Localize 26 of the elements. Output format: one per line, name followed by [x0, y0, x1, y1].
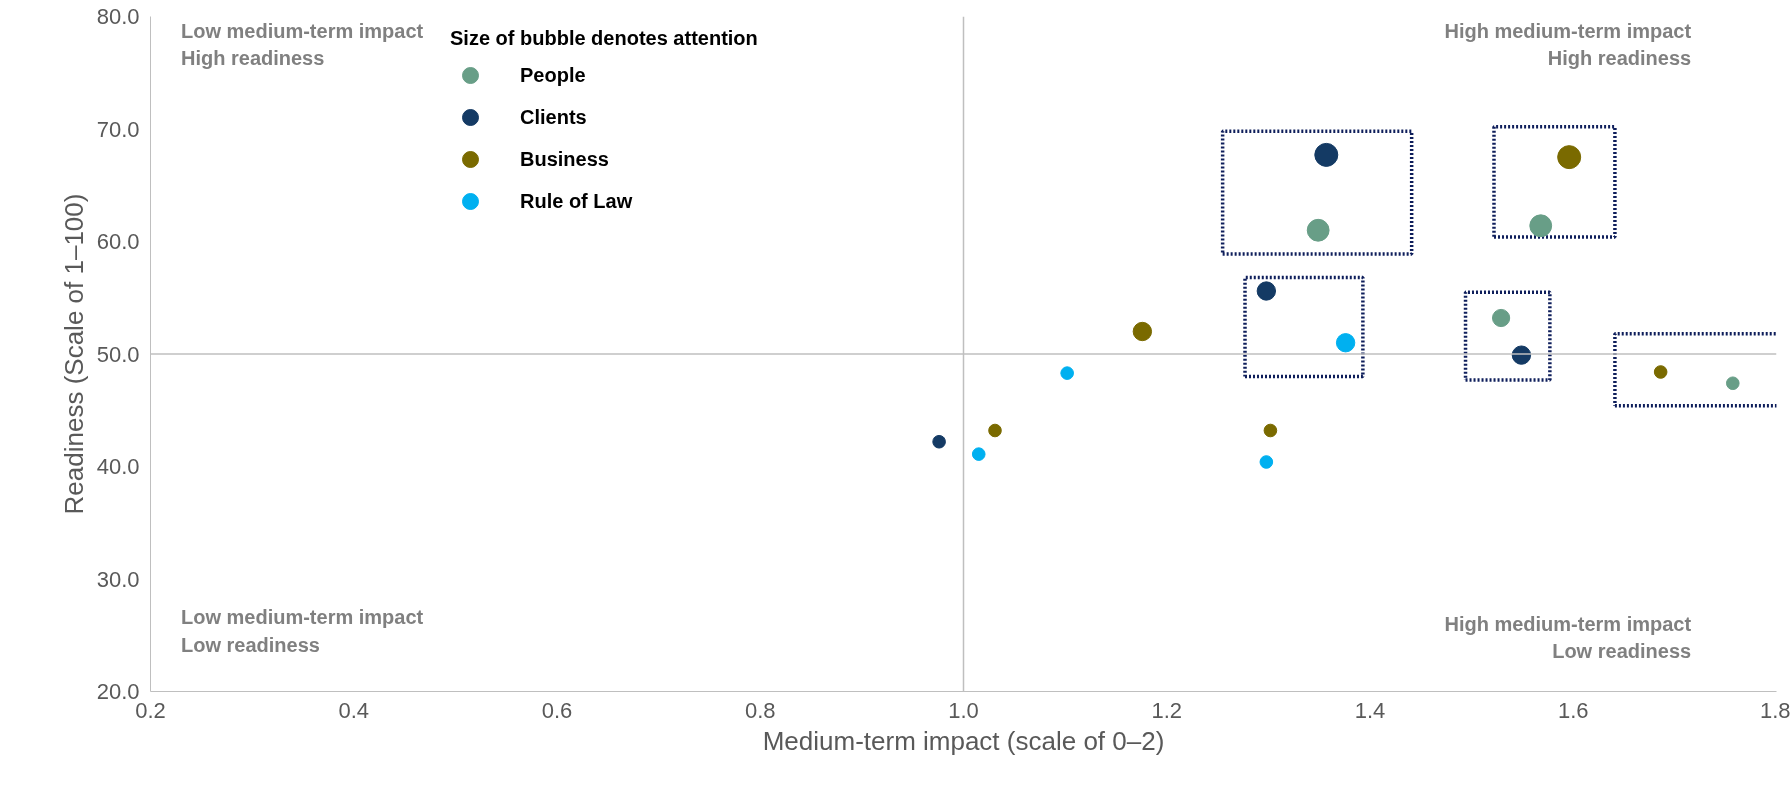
- y-tick-label: 70.0: [96, 116, 140, 142]
- legend-title: Size of bubble denotes attention: [450, 27, 758, 50]
- x-tick-label: 1.0: [948, 697, 979, 723]
- annotation: High medium-term impact Low readiness: [1444, 612, 1692, 663]
- x-tick-label: 1.2: [1151, 697, 1183, 723]
- x-tick-label: 0.6: [541, 697, 573, 723]
- y-tick-label: 80.0: [96, 4, 140, 29]
- legend-label: Clients: [520, 105, 587, 129]
- legend-label: Rule of Law: [520, 189, 633, 213]
- annotation: High medium-term impact High readiness: [1444, 19, 1692, 70]
- x-tick-label: 0.8: [744, 697, 776, 723]
- x-tick-label: 0.4: [338, 697, 370, 723]
- y-tick-label: 50.0: [96, 341, 140, 367]
- legend-label: People: [520, 63, 586, 87]
- x-tick-label: 1.6: [1557, 697, 1589, 723]
- x-axis-title: Medium-term impact (scale of 0–2): [762, 725, 1165, 756]
- annotation: Low medium-term impact High readiness: [180, 19, 424, 70]
- y-tick-label: 30.0: [96, 566, 140, 592]
- y-axis-title: Readiness (Scale of 1–100): [58, 193, 89, 515]
- y-tick-label: 40.0: [96, 454, 140, 479]
- annotation: Low medium-term impact Low readiness: [180, 606, 424, 656]
- legend-label: Business: [520, 147, 609, 171]
- y-tick-label: 60.0: [96, 229, 140, 254]
- x-tick-label: 1.4: [1354, 697, 1386, 723]
- x-tick-label: 1.8: [1759, 697, 1790, 723]
- y-tick-label: 20.0: [96, 679, 140, 704]
